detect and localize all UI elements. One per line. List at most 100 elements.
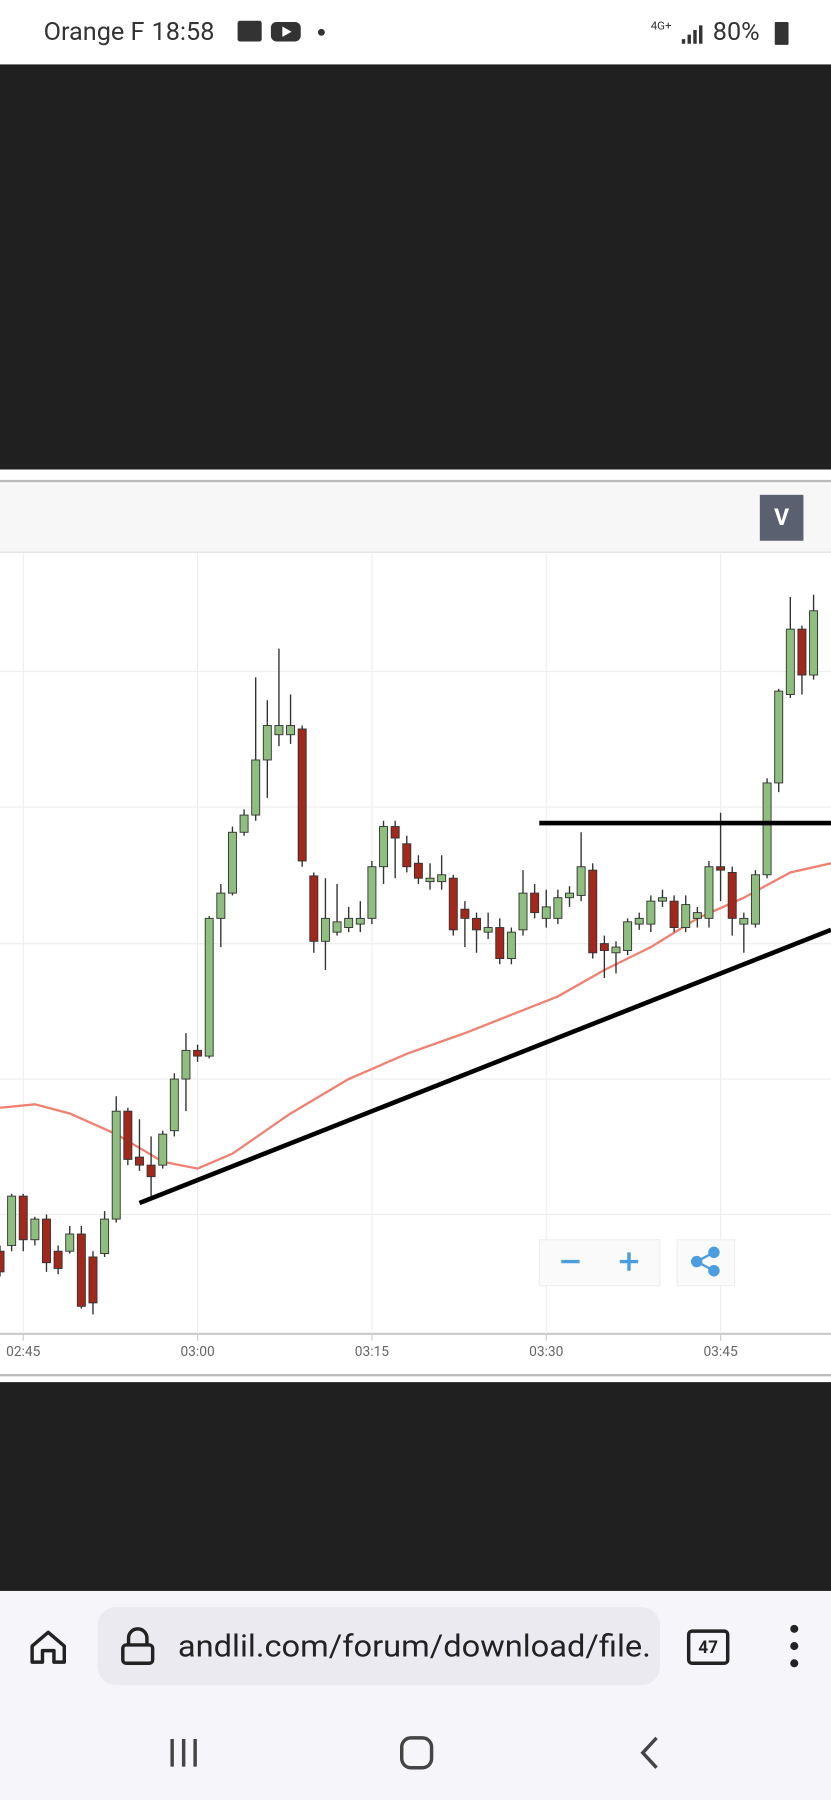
candle-body [332, 921, 342, 933]
candle-body [495, 927, 505, 959]
candle-body [344, 917, 354, 929]
candle-body [0, 1250, 5, 1273]
menu-button[interactable] [790, 1624, 799, 1668]
x-tick-label: 03:30 [529, 1344, 563, 1360]
horizontal-grid [0, 671, 831, 1216]
lock-icon [121, 1643, 155, 1666]
candle-body [646, 900, 656, 925]
candle-body [204, 917, 214, 1057]
tabs-button[interactable] [686, 1629, 730, 1666]
candle-body [227, 831, 237, 894]
carrier: Orange F [44, 18, 145, 47]
home-nav-button[interactable] [400, 1736, 434, 1770]
lock-shackle [126, 1627, 149, 1645]
candle-body [623, 921, 633, 951]
candle-body [111, 1110, 121, 1220]
toolbar-button-label: V [774, 504, 789, 531]
candle-body [565, 892, 574, 899]
candle-body [169, 1078, 179, 1132]
candle-body [53, 1250, 63, 1269]
candle-body [576, 866, 586, 896]
dark-area-bottom [0, 1382, 831, 1591]
drawn-line [138, 927, 831, 1206]
candle-body [193, 1049, 203, 1057]
candle-body [390, 826, 400, 839]
candle-body [518, 892, 528, 931]
tab-count: 47 [698, 1638, 718, 1658]
candle-body [379, 826, 389, 868]
candle-body [181, 1049, 191, 1080]
recents-button[interactable] [170, 1739, 197, 1767]
candle-body [669, 900, 679, 929]
zoom-in[interactable] [619, 1252, 639, 1271]
candle-body [460, 908, 470, 919]
candle-body [634, 917, 644, 925]
x-axis-labels: 02:45 03:00 03:15 03:30 03:45 [6, 1333, 738, 1360]
status-bar [0, 0, 831, 65]
candle-body [483, 927, 493, 933]
candle-body [611, 946, 621, 954]
candle-body [76, 1233, 86, 1307]
x-tick-label: 03:15 [355, 1344, 390, 1360]
candle-body [18, 1195, 28, 1241]
candle-body [797, 628, 807, 676]
candle-body [704, 866, 714, 919]
candle-body [541, 906, 551, 919]
candle-body [123, 1110, 133, 1160]
candle-body [65, 1233, 75, 1252]
candle-body [599, 943, 609, 951]
gallery-icon [237, 20, 262, 42]
home-button[interactable] [30, 1630, 66, 1664]
chart-panel [0, 469, 831, 1383]
zoom-controls [538, 1239, 661, 1287]
candle-body [437, 874, 447, 883]
candle-body [530, 892, 540, 914]
chart-toolbar [0, 483, 831, 553]
candle-body [762, 782, 772, 876]
candle-body [692, 912, 702, 919]
back-button[interactable] [640, 1736, 658, 1769]
url-text: andlil.com/forum/download/file. [178, 1628, 651, 1665]
candle-body [216, 892, 226, 919]
candle-body [274, 725, 284, 736]
toolbar-button[interactable] [759, 494, 804, 541]
candle-body [413, 862, 423, 879]
candle-body [425, 877, 435, 883]
candle-body [7, 1195, 17, 1246]
candle-body [774, 690, 784, 784]
candle-body [553, 897, 563, 919]
candle-body [727, 871, 737, 919]
candle-body [739, 917, 749, 925]
candle-body [657, 897, 667, 902]
candle-body [262, 725, 272, 761]
candle-body [88, 1256, 98, 1304]
url-bar[interactable] [97, 1607, 660, 1686]
candle-body [286, 725, 296, 736]
candle-body [30, 1218, 40, 1241]
candle-body [809, 610, 819, 676]
candle-body [134, 1156, 144, 1166]
candle-body [146, 1164, 156, 1178]
battery-text: 80% [713, 18, 760, 47]
candle-body [402, 843, 412, 868]
candle-body [448, 877, 458, 931]
x-tick-label: 03:00 [180, 1344, 214, 1360]
signal [681, 25, 703, 44]
network-type: 4G+ [651, 19, 672, 33]
candle-body [320, 917, 330, 942]
battery-icon [774, 21, 789, 45]
candle-body [251, 759, 261, 816]
candle-body [309, 875, 319, 942]
candle-body [472, 917, 481, 931]
candle-body [239, 814, 249, 833]
x-tick-label: 02:45 [6, 1344, 41, 1360]
x-tick-label: 03:45 [703, 1344, 738, 1360]
candle-body [42, 1218, 51, 1264]
share-icon[interactable] [690, 1246, 720, 1277]
plot [0, 553, 831, 1332]
candle-body [785, 628, 795, 696]
youtube-play [282, 26, 292, 37]
candle-body [750, 874, 760, 925]
